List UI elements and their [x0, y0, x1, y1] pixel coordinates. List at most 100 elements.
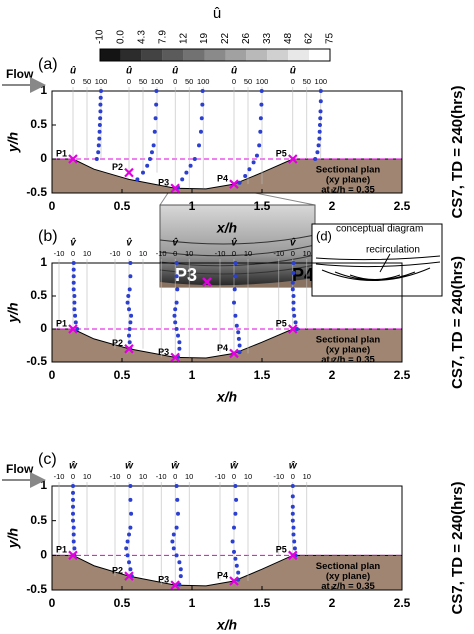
profile-tick-label: 0	[173, 472, 177, 481]
station-marker	[68, 550, 78, 561]
profile-point	[173, 307, 178, 312]
profile-point	[236, 570, 241, 575]
x-tick-label: 0.5	[114, 199, 131, 213]
x-tick-label: 1	[189, 596, 196, 610]
profile-point	[75, 327, 80, 331]
x-tick-label: 1	[189, 368, 196, 382]
station-marker	[288, 324, 298, 334]
plan-label: at z/h = 0.35	[321, 355, 375, 366]
colorbar-label: 62	[304, 32, 315, 44]
profile-point	[71, 490, 75, 495]
profile-point	[259, 102, 264, 107]
inset-contours	[159, 234, 316, 275]
profile-point	[232, 287, 237, 292]
colorbar-segment	[225, 49, 247, 61]
plan-label: Sectional plan	[316, 335, 381, 346]
profile-tick-label: 50	[303, 77, 311, 86]
profile-point	[177, 560, 182, 565]
profile-point	[71, 525, 76, 530]
colorbar-frame	[99, 48, 331, 62]
profile-point	[125, 300, 130, 305]
x-tick-label: 2	[329, 199, 336, 213]
profile-point	[290, 280, 295, 285]
station-marker	[124, 344, 134, 354]
station-label: P2	[112, 338, 123, 348]
x-tick-label: 1.5	[254, 368, 271, 382]
profile-point	[128, 567, 133, 572]
profile-tick-label: 10	[244, 472, 252, 481]
profile-tick-label: -10	[273, 249, 284, 258]
profile-point	[174, 261, 179, 265]
colorbar-segment	[288, 49, 310, 61]
profile-tick-label: 50	[244, 77, 252, 86]
panel: 0 0.5 1 1.5 2 2.5-0.500.51x/hy/h CS7, TD = 240…	[2, 451, 466, 633]
profile-point	[99, 89, 103, 93]
station-label: P5	[276, 545, 287, 555]
profile-tick-label: 0	[232, 249, 236, 258]
plan-label: at z/h = 0.35	[321, 581, 375, 592]
profile-tick-label: 100	[256, 77, 269, 86]
profile-point	[71, 504, 75, 509]
station-marker	[229, 576, 239, 586]
profile-point	[128, 497, 133, 502]
profile-point	[176, 333, 180, 338]
profile-point	[234, 563, 239, 568]
y-tick-label: -0.5	[26, 582, 47, 596]
station-label: P2	[112, 162, 123, 172]
colorbar-label: 48	[283, 32, 294, 44]
profile-point	[237, 350, 242, 355]
profile-point	[154, 102, 159, 107]
x-tick-label: 0.5	[114, 596, 131, 610]
profile-point	[290, 494, 295, 499]
station-marker	[288, 154, 298, 164]
profile-point	[316, 143, 321, 148]
profile-point	[236, 336, 241, 341]
profile-point	[318, 116, 323, 121]
profile-point	[71, 518, 75, 523]
profile-point	[72, 294, 77, 298]
y-tick-label: 0.5	[30, 288, 47, 302]
plan-label: at z/h = 0.35	[321, 185, 375, 196]
profile-tick-label: 0	[291, 249, 295, 258]
inset: P3 P4	[159, 189, 316, 288]
profile-point	[234, 497, 239, 502]
y-axis-label: y/h	[5, 132, 21, 153]
profile-point	[317, 123, 322, 127]
profile-tick-label: 10	[185, 249, 193, 258]
profile-point	[318, 99, 323, 104]
station-marker	[170, 580, 180, 590]
station-label: P3	[158, 575, 169, 585]
profile-point	[292, 546, 297, 551]
profile-point	[318, 89, 323, 93]
profile-point	[254, 153, 259, 158]
profile-point	[237, 343, 242, 348]
x-tick-label: 2.5	[394, 596, 411, 610]
profile-tick-label: -10	[215, 472, 226, 481]
profile-point	[72, 300, 77, 305]
profile-point	[291, 261, 296, 265]
x-tick-label: 2	[329, 596, 336, 610]
profile-point	[317, 136, 322, 141]
profile-point	[127, 560, 131, 565]
profile-point	[72, 307, 77, 312]
profile-symbol: v̂	[231, 238, 238, 249]
profile-point	[127, 333, 131, 338]
profile-point	[251, 160, 256, 165]
profile-point	[71, 267, 76, 272]
profile-symbol: ŵ	[289, 461, 298, 472]
profile-tick-label: 0	[71, 472, 75, 481]
profile-point	[171, 546, 176, 551]
profile-symbol: v̂	[126, 238, 133, 249]
profile-symbol: û	[126, 66, 132, 77]
profile-point	[291, 294, 296, 298]
profile-symbol: v̂	[70, 238, 77, 249]
profile-point	[232, 549, 236, 554]
colorbar-label: 22	[220, 32, 231, 44]
side-label: CS7, TD = 240(hrs)	[449, 256, 466, 389]
profile-point	[290, 504, 295, 509]
y-tick-label: -0.5	[26, 354, 47, 368]
profile-point	[149, 150, 154, 155]
colorbar-label: 12	[178, 32, 189, 44]
profile-point	[184, 170, 189, 175]
x-tick-label: 2	[329, 368, 336, 382]
